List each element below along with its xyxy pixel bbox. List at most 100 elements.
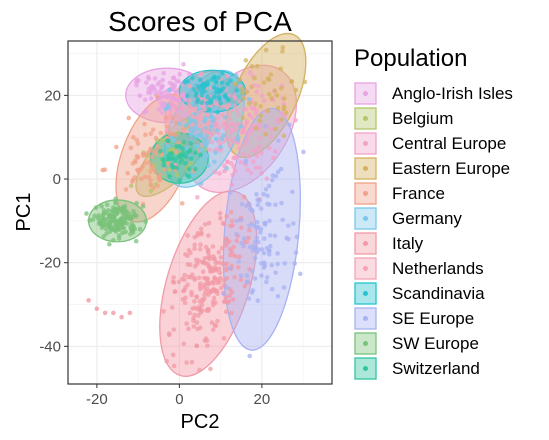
data-point (194, 343, 200, 349)
data-point (232, 274, 237, 280)
data-point (116, 209, 121, 215)
data-point (239, 217, 244, 223)
data-point (241, 236, 247, 241)
data-point (181, 341, 187, 347)
data-point (188, 131, 194, 136)
legend-key-dot (363, 191, 368, 196)
data-point (194, 143, 200, 149)
data-point (155, 144, 160, 149)
data-point (160, 77, 166, 83)
data-point (184, 321, 189, 326)
data-point (177, 178, 183, 184)
data-point (211, 287, 217, 292)
data-point (167, 167, 173, 173)
data-point (251, 159, 256, 164)
data-point (198, 152, 203, 158)
data-point (101, 208, 107, 213)
data-point (128, 145, 134, 151)
legend-item: Eastern Europe (354, 157, 510, 180)
data-point (232, 155, 238, 161)
data-point (197, 367, 202, 373)
data-point (289, 79, 295, 84)
data-point (169, 305, 175, 310)
data-point (218, 255, 224, 260)
data-point (199, 100, 205, 106)
data-point (228, 78, 233, 84)
data-point (180, 297, 186, 302)
data-point (206, 263, 211, 268)
data-point (145, 74, 151, 80)
data-point (257, 118, 263, 123)
data-point (165, 143, 171, 149)
data-point (134, 82, 139, 88)
data-point (225, 159, 230, 165)
data-point (301, 149, 306, 155)
data-point (158, 95, 164, 101)
data-point (217, 89, 223, 94)
data-point (187, 71, 192, 77)
data-point (254, 192, 259, 197)
data-point (161, 100, 167, 106)
data-point (138, 176, 144, 182)
data-point (255, 202, 261, 208)
data-point (263, 186, 269, 192)
data-point (246, 296, 252, 301)
data-point (227, 293, 232, 299)
data-point (192, 242, 198, 248)
data-point (188, 160, 193, 166)
data-point (237, 77, 243, 82)
data-point (203, 152, 209, 158)
data-point (140, 164, 145, 169)
data-point (187, 310, 193, 316)
data-point (176, 140, 181, 145)
data-point (247, 112, 252, 118)
data-point (292, 261, 297, 266)
data-point (224, 275, 230, 281)
data-point (211, 94, 217, 100)
data-point (200, 136, 206, 141)
data-point (236, 259, 242, 264)
data-point (184, 360, 189, 365)
y-tick-label: -20 (39, 255, 61, 272)
legend-label: France (392, 184, 445, 203)
data-point (216, 249, 222, 255)
data-point (279, 110, 284, 116)
data-point (212, 159, 217, 165)
data-point (244, 120, 250, 126)
data-point (210, 244, 216, 249)
data-point (203, 144, 208, 149)
data-point (126, 115, 132, 121)
data-point (241, 243, 246, 249)
data-point (143, 160, 148, 166)
data-point (251, 106, 256, 112)
data-point (196, 86, 202, 92)
data-point (99, 225, 105, 231)
data-point (223, 267, 229, 273)
data-point (212, 169, 218, 175)
data-point (258, 206, 264, 211)
data-point (234, 238, 240, 244)
data-point (232, 81, 238, 87)
data-point (244, 273, 250, 278)
data-point (172, 158, 178, 163)
data-point (293, 250, 299, 255)
data-point (156, 107, 162, 112)
data-point (193, 166, 198, 172)
data-point (185, 87, 191, 93)
data-point (266, 145, 272, 151)
data-point (185, 262, 191, 267)
legend-title: Population (354, 45, 467, 72)
data-point (201, 128, 207, 134)
data-point (240, 115, 246, 121)
data-point (247, 154, 252, 159)
data-point (209, 139, 215, 145)
data-point (216, 75, 221, 80)
data-point (196, 117, 202, 123)
data-point (224, 285, 230, 291)
data-point (293, 87, 299, 93)
data-point (130, 161, 136, 166)
data-point (116, 218, 122, 224)
data-point (219, 260, 225, 266)
data-point (273, 202, 278, 208)
data-point (219, 245, 225, 251)
